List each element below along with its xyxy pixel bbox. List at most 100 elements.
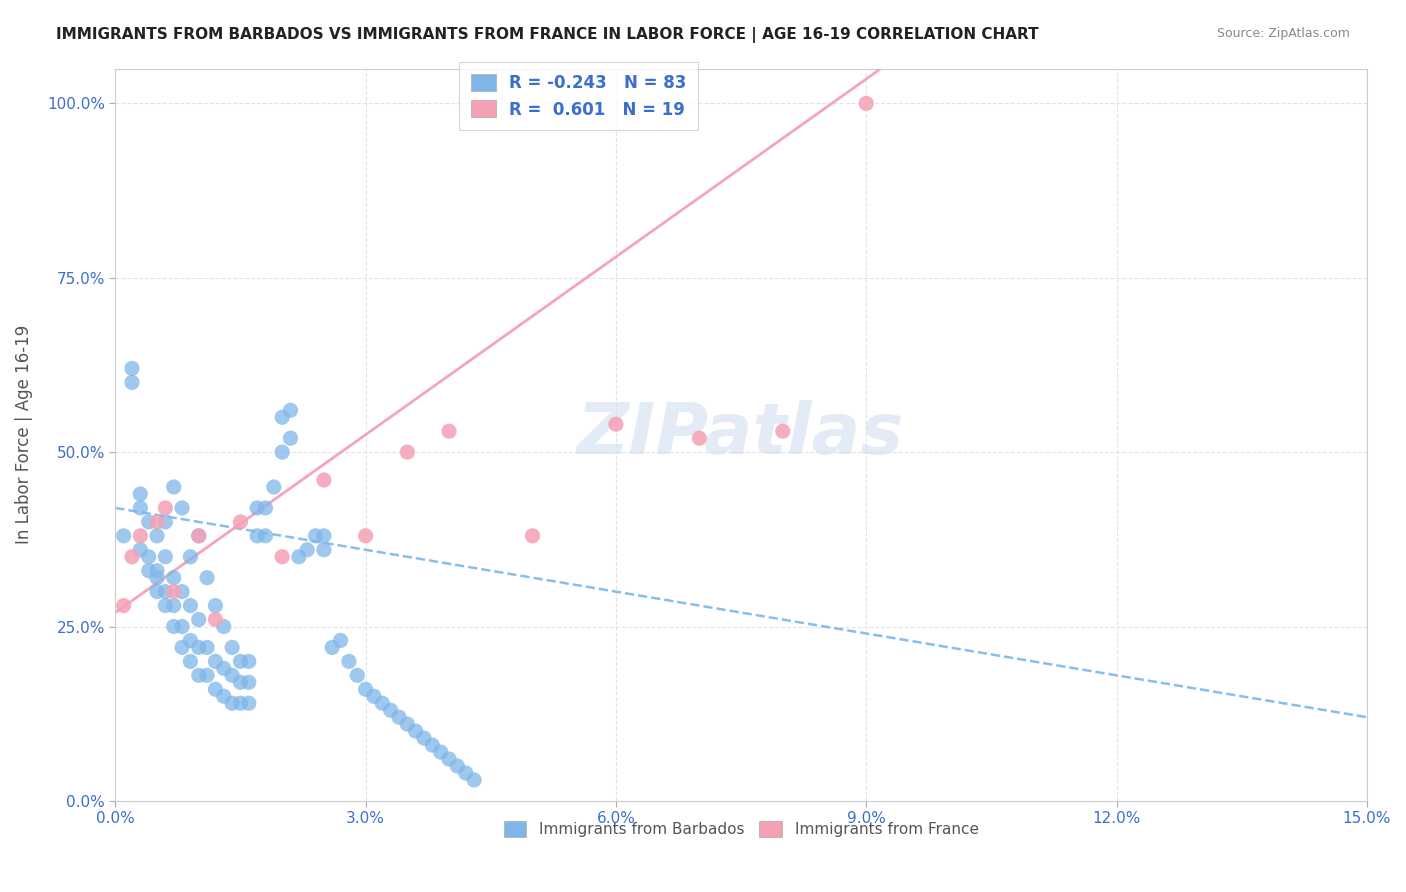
Point <box>263 480 285 494</box>
Point <box>437 424 460 438</box>
Point <box>304 529 326 543</box>
Point <box>138 549 160 564</box>
Point <box>187 613 209 627</box>
Point <box>221 668 243 682</box>
Point <box>254 500 277 515</box>
Point <box>380 703 402 717</box>
Point <box>112 599 135 613</box>
Point <box>271 445 294 459</box>
Point <box>121 549 143 564</box>
Point <box>163 571 186 585</box>
Point <box>238 675 260 690</box>
Text: ZIPatlas: ZIPatlas <box>578 401 904 469</box>
Legend: Immigrants from Barbados, Immigrants from France: Immigrants from Barbados, Immigrants fro… <box>496 814 986 845</box>
Point <box>396 717 419 731</box>
Point <box>155 599 177 613</box>
Point <box>129 500 152 515</box>
Point <box>238 654 260 668</box>
Point <box>163 599 186 613</box>
Point <box>295 542 318 557</box>
Point <box>155 549 177 564</box>
Point <box>155 584 177 599</box>
Point <box>195 640 218 655</box>
Point <box>163 480 186 494</box>
Point <box>446 759 468 773</box>
Point <box>229 515 252 529</box>
Point <box>146 571 169 585</box>
Point <box>246 500 269 515</box>
Point <box>170 584 193 599</box>
Point <box>112 529 135 543</box>
Point <box>187 529 209 543</box>
Point <box>288 549 311 564</box>
Point <box>187 668 209 682</box>
Point <box>371 696 394 710</box>
Point <box>229 696 252 710</box>
Point <box>346 668 368 682</box>
Point <box>688 431 710 445</box>
Point <box>163 584 186 599</box>
Point <box>163 619 186 633</box>
Point <box>271 549 294 564</box>
Point <box>121 361 143 376</box>
Point <box>170 500 193 515</box>
Point <box>280 431 302 445</box>
Point <box>429 745 451 759</box>
Point <box>179 633 201 648</box>
Point <box>146 515 169 529</box>
Point <box>312 542 335 557</box>
Point <box>155 500 177 515</box>
Point <box>405 724 427 739</box>
Y-axis label: In Labor Force | Age 16-19: In Labor Force | Age 16-19 <box>15 325 32 544</box>
Point <box>522 529 544 543</box>
Point <box>146 564 169 578</box>
Point <box>454 766 477 780</box>
Point <box>155 515 177 529</box>
Point <box>129 529 152 543</box>
Point <box>463 772 485 787</box>
Point <box>170 619 193 633</box>
Point <box>221 640 243 655</box>
Point <box>204 682 226 697</box>
Point <box>129 542 152 557</box>
Point <box>121 376 143 390</box>
Text: IMMIGRANTS FROM BARBADOS VS IMMIGRANTS FROM FRANCE IN LABOR FORCE | AGE 16-19 CO: IMMIGRANTS FROM BARBADOS VS IMMIGRANTS F… <box>56 27 1039 43</box>
Point <box>138 564 160 578</box>
Point <box>146 584 169 599</box>
Point <box>187 640 209 655</box>
Point <box>212 619 235 633</box>
Point <box>179 599 201 613</box>
Point <box>437 752 460 766</box>
Point <box>321 640 343 655</box>
Point <box>855 96 877 111</box>
Point <box>146 529 169 543</box>
Point <box>195 668 218 682</box>
Point <box>204 599 226 613</box>
Point <box>170 640 193 655</box>
Point <box>187 529 209 543</box>
Point <box>772 424 794 438</box>
Text: Source: ZipAtlas.com: Source: ZipAtlas.com <box>1216 27 1350 40</box>
Point <box>413 731 436 745</box>
Point <box>280 403 302 417</box>
Point <box>396 445 419 459</box>
Point <box>337 654 360 668</box>
Point <box>204 654 226 668</box>
Point <box>254 529 277 543</box>
Point <box>312 473 335 487</box>
Point <box>388 710 411 724</box>
Point <box>354 682 377 697</box>
Point <box>229 675 252 690</box>
Point <box>129 487 152 501</box>
Point <box>312 529 335 543</box>
Point <box>179 549 201 564</box>
Point <box>363 690 385 704</box>
Point <box>195 571 218 585</box>
Point <box>212 661 235 675</box>
Point <box>605 417 627 432</box>
Point <box>179 654 201 668</box>
Point <box>246 529 269 543</box>
Point <box>354 529 377 543</box>
Point <box>238 696 260 710</box>
Point <box>204 613 226 627</box>
